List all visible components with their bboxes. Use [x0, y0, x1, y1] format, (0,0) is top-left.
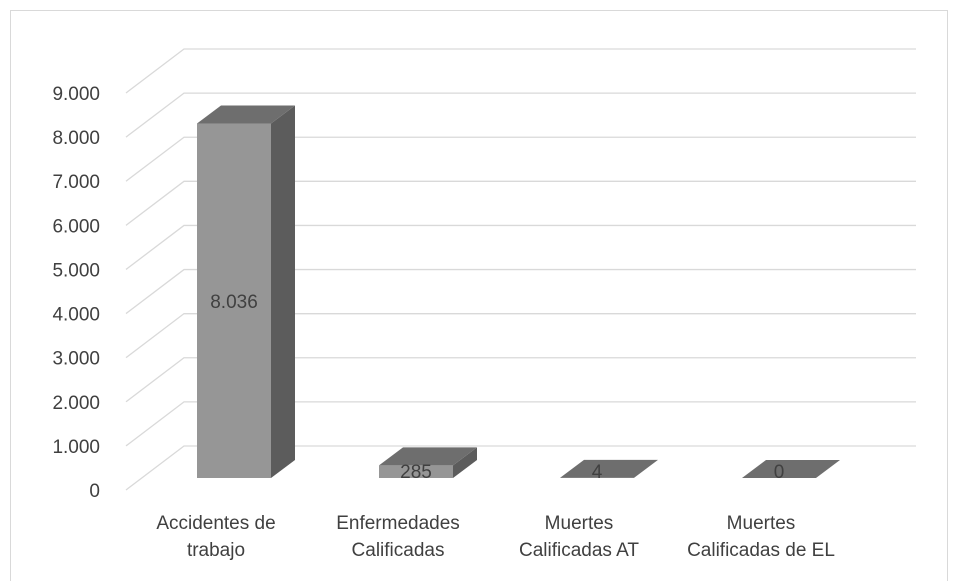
data-label: 285	[400, 462, 432, 483]
x-category-label: Calificadas de EL	[687, 540, 835, 561]
data-label: 0	[774, 462, 785, 483]
chart-frame	[10, 10, 948, 581]
bar-top	[560, 459, 658, 478]
bar-top	[197, 105, 295, 124]
x-category-label: Accidentes de	[156, 513, 275, 534]
gridline	[125, 313, 916, 359]
x-category-label: Enfermedades	[336, 513, 460, 534]
y-tick-label: 1.000	[52, 437, 100, 458]
gridline	[125, 180, 916, 226]
gridline	[125, 268, 916, 315]
y-tick-label: 9.000	[52, 84, 100, 105]
y-tick-label: 2.000	[52, 393, 100, 414]
y-tick-label: 5.000	[52, 260, 100, 281]
x-category-label: Calificadas AT	[519, 540, 639, 561]
y-tick-label: 8.000	[52, 128, 100, 149]
bar-side	[271, 105, 295, 479]
y-tick-label: 3.000	[52, 349, 100, 370]
x-category-label: Muertes	[727, 513, 796, 534]
y-tick-label: 0	[89, 481, 100, 502]
gridline	[125, 445, 916, 491]
bar	[379, 465, 453, 478]
y-tick-label: 4.000	[52, 305, 100, 326]
gridline	[125, 401, 916, 447]
x-category-label: Muertes	[545, 513, 614, 534]
y-tick-label: 6.000	[52, 216, 100, 237]
gridline	[125, 357, 916, 403]
bar-top	[379, 447, 477, 466]
bar-side	[453, 447, 477, 478]
y-tick-label: 7.000	[52, 172, 100, 193]
x-category-label: Calificadas	[352, 540, 445, 561]
gridline	[125, 224, 916, 270]
gridline	[125, 48, 916, 94]
data-label: 4	[592, 462, 603, 483]
gridline	[125, 136, 916, 182]
gridline	[125, 92, 916, 138]
bar	[197, 123, 271, 479]
x-category-label: trabajo	[187, 540, 245, 561]
bar-top	[742, 460, 840, 478]
data-label: 8.036	[210, 292, 258, 313]
